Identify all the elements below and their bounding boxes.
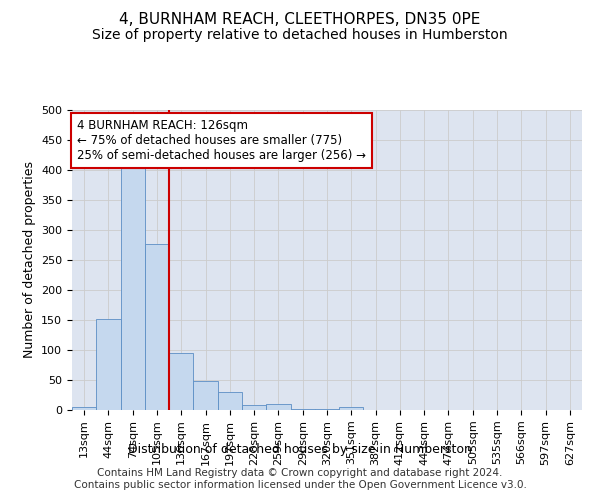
Text: Size of property relative to detached houses in Humberston: Size of property relative to detached ho… bbox=[92, 28, 508, 42]
Text: 4 BURNHAM REACH: 126sqm
← 75% of detached houses are smaller (775)
25% of semi-d: 4 BURNHAM REACH: 126sqm ← 75% of detache… bbox=[77, 119, 366, 162]
Bar bbox=[218, 392, 242, 410]
Bar bbox=[242, 405, 266, 410]
Y-axis label: Number of detached properties: Number of detached properties bbox=[23, 162, 35, 358]
Bar bbox=[193, 380, 218, 410]
Bar bbox=[145, 244, 169, 410]
Bar bbox=[72, 407, 96, 410]
Text: Contains public sector information licensed under the Open Government Licence v3: Contains public sector information licen… bbox=[74, 480, 526, 490]
Bar bbox=[96, 319, 121, 410]
Text: Distribution of detached houses by size in Humberston: Distribution of detached houses by size … bbox=[128, 442, 472, 456]
Bar bbox=[169, 353, 193, 410]
Bar bbox=[266, 404, 290, 410]
Text: Contains HM Land Registry data © Crown copyright and database right 2024.: Contains HM Land Registry data © Crown c… bbox=[97, 468, 503, 477]
Bar bbox=[339, 407, 364, 410]
Bar bbox=[121, 159, 145, 410]
Text: 4, BURNHAM REACH, CLEETHORPES, DN35 0PE: 4, BURNHAM REACH, CLEETHORPES, DN35 0PE bbox=[119, 12, 481, 28]
